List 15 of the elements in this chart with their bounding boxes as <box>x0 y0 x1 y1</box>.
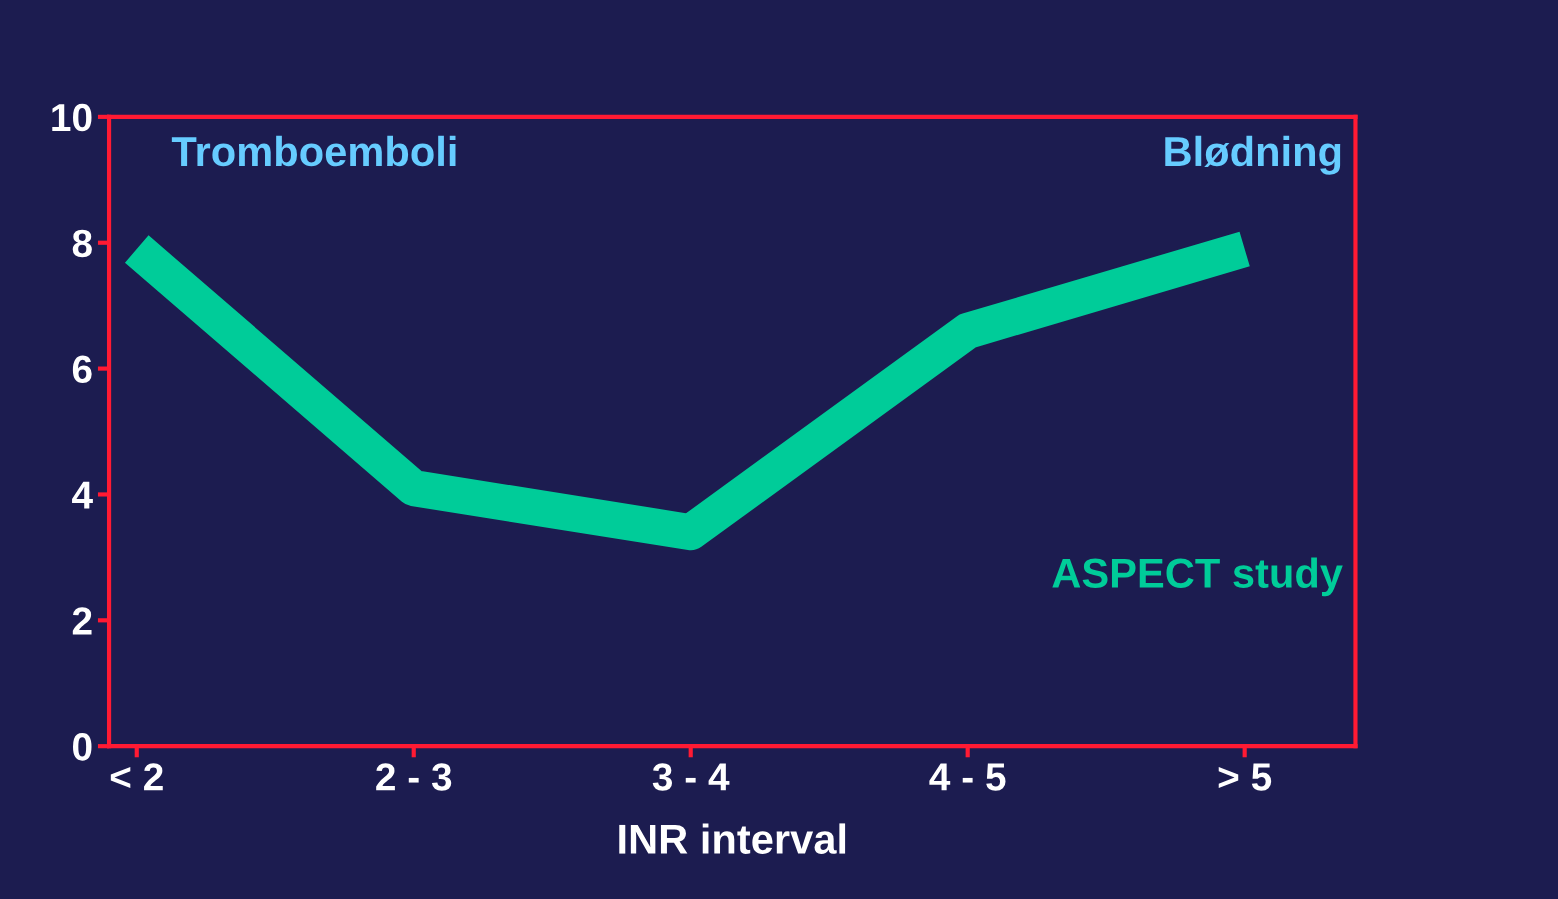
annotation: Blødning <box>1165 135 1341 175</box>
y-tick-label: 8 <box>72 229 92 258</box>
y-tick-label: 4 <box>72 481 93 509</box>
x-tick-label: 3 - 4 <box>652 763 730 791</box>
annotation: ASPECT study <box>1052 557 1343 597</box>
y-tick-label: 0 <box>73 733 92 761</box>
x-tick-label: > 5 <box>1218 763 1272 791</box>
y-tick-label: 6 <box>72 355 92 384</box>
y-tick-label: 2 <box>72 607 92 635</box>
x-axis-title: INR interval <box>619 823 846 854</box>
y-tick-label: 10 <box>52 103 92 132</box>
x-tick-label: 4 - 5 <box>929 763 1006 791</box>
x-tick-label: < 2 <box>110 763 163 791</box>
x-tick-label: 2 - 3 <box>376 763 452 791</box>
annotation: Tromboemboli <box>171 135 456 167</box>
